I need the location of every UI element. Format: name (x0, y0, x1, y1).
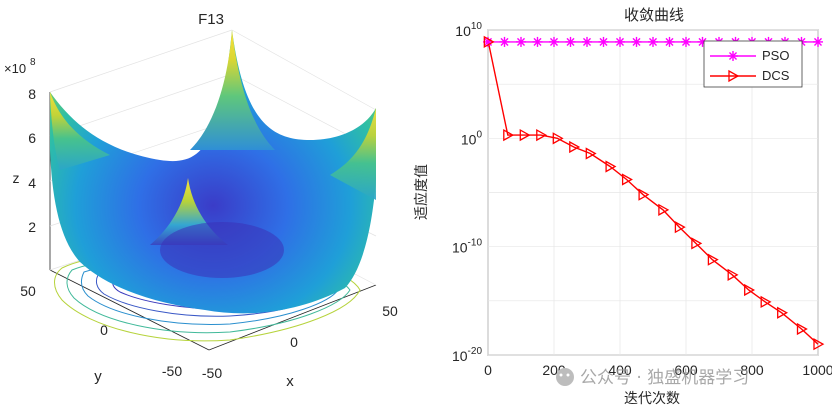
legend-marker-dcs (728, 69, 740, 83)
data-point-dcs (569, 140, 581, 154)
asterisk-stroke (516, 37, 526, 46)
x-axis-ticks: 0 200 400 600 800 1000 (484, 362, 832, 378)
watermark: 公众号 · 独盛机器学习 (556, 368, 749, 388)
z-tick-label: 6 (28, 130, 36, 146)
legend-label-pso: PSO (762, 48, 789, 63)
x-tick-label: 800 (740, 362, 764, 378)
asterisk-stroke (648, 37, 658, 46)
x-axis-label: x (286, 373, 294, 390)
data-point-pso (648, 36, 658, 47)
y-axis-ticks: 50 0 -50 (20, 283, 182, 379)
data-point-dcs (760, 295, 772, 309)
data-point-pso (813, 36, 823, 47)
data-point-dcs (638, 188, 650, 201)
data-point-dcs (503, 128, 515, 142)
data-point-dcs (585, 147, 597, 160)
y-axis-label: 适应度值 (413, 164, 430, 220)
legend: PSO DCS (703, 40, 803, 88)
asterisk-stroke (728, 51, 738, 61)
z-exponent-base: ×10 (4, 61, 26, 76)
z-exponent-power: 8 (30, 57, 36, 68)
y-tick-label: 50 (20, 283, 36, 299)
x-tick-label: -50 (202, 365, 222, 381)
wechat-icon (556, 368, 574, 386)
data-point-dcs (813, 338, 825, 351)
z-exponent-label: ×10 8 (4, 57, 36, 76)
y-axis-ticks: 1010 100 10-10 10-20 (452, 21, 482, 364)
data-point-dcs (777, 306, 789, 319)
x-tick-label: 400 (608, 362, 632, 378)
asterisk-stroke (813, 37, 823, 46)
data-point-dcs (658, 203, 670, 216)
data-point-pso (532, 36, 543, 47)
asterisk-stroke (500, 37, 509, 46)
x-tick-label: 600 (674, 362, 698, 378)
data-point-pso (549, 36, 559, 47)
legend-marker-pso (728, 51, 738, 61)
data-point-pso (615, 36, 625, 47)
y-tick-label: 100 (461, 129, 483, 147)
data-point-dcs (796, 322, 808, 336)
data-point-dcs (744, 283, 756, 297)
data-point-pso (516, 36, 526, 47)
watermark-text: 公众号 · 独盛机器学习 (580, 368, 749, 388)
data-point-dcs (519, 128, 531, 142)
data-point-dcs (536, 128, 548, 142)
data-point-dcs (605, 160, 617, 173)
x-axis-ticks: -50 0 50 (202, 303, 398, 381)
chart-title: 收敛曲线 (624, 6, 684, 24)
data-point-pso (582, 36, 592, 47)
z-axis-ticks: 8 6 4 2 (28, 86, 36, 235)
y-tick-label: 10-20 (452, 346, 482, 364)
y-tick-label: -50 (162, 363, 182, 379)
data-point-pso (664, 36, 675, 47)
asterisk-stroke (533, 37, 542, 46)
data-point-dcs (707, 253, 719, 266)
asterisk-stroke (665, 37, 674, 46)
asterisk-stroke (681, 37, 691, 46)
asterisk-stroke (599, 37, 608, 46)
data-point-pso (499, 36, 510, 47)
asterisk-stroke (615, 37, 625, 46)
x-tick-label: 50 (382, 303, 398, 319)
asterisk-stroke (632, 37, 641, 46)
data-point-dcs (674, 221, 686, 234)
data-point-dcs (483, 35, 495, 49)
data-point-dcs (727, 268, 739, 281)
data-point-dcs (691, 237, 703, 250)
z-tick-label: 2 (28, 219, 36, 235)
data-point-pso (565, 36, 576, 47)
data-point-pso (681, 36, 691, 47)
y-tick-label: 0 (100, 322, 108, 338)
z-axis-label: z (13, 170, 20, 186)
data-point-dcs (621, 173, 633, 186)
asterisk-stroke (698, 37, 707, 46)
y-tick-label: 10-10 (452, 238, 482, 256)
asterisk-stroke (549, 37, 559, 46)
x-tick-label: 0 (484, 362, 492, 378)
surface-title: F13 (198, 11, 224, 28)
surface-mesh (50, 30, 376, 314)
data-point-pso (598, 36, 609, 47)
z-tick-label: 8 (28, 86, 36, 102)
legend-label-dcs: DCS (762, 68, 790, 83)
z-tick-label: 4 (28, 175, 36, 191)
x-axis-label: 迭代次数 (624, 391, 680, 407)
asterisk-stroke (566, 37, 575, 46)
asterisk-stroke (582, 37, 592, 46)
x-tick-label: 0 (290, 334, 298, 350)
x-tick-label: 1000 (802, 362, 832, 378)
legend-box (703, 40, 803, 88)
y-tick-label: 1010 (455, 21, 482, 39)
data-point-dcs (552, 132, 564, 145)
data-point-pso (631, 36, 642, 47)
y-axis-label: y (94, 368, 102, 385)
